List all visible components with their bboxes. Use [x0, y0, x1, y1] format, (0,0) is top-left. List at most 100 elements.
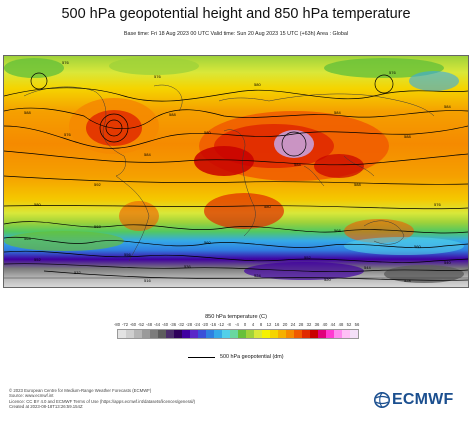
colorbar-tick-label: -28	[185, 322, 193, 327]
colorbar-swatch	[230, 330, 238, 338]
contour-value-labels: 576 576 580 576 584 588 588 584 576 580 …	[24, 60, 451, 283]
contour-label: 532	[74, 270, 81, 275]
colorbar-swatch	[262, 330, 270, 338]
chart-title: 500 hPa geopotential height and 850 hPa …	[61, 6, 411, 22]
contour-label: 576	[434, 202, 441, 207]
colorbar-swatch	[150, 330, 158, 338]
contour-label: 580	[34, 202, 41, 207]
contour-label: 520	[324, 277, 331, 282]
colorbar-tick-label: 40	[322, 322, 328, 327]
temperature-field	[4, 56, 468, 287]
colorbar-swatch	[126, 330, 134, 338]
colorbar-swatch	[222, 330, 230, 338]
colorbar-swatch	[206, 330, 214, 338]
colorbar-swatch	[142, 330, 150, 338]
contour-label: 576	[64, 132, 71, 137]
contour-label: 588	[404, 134, 411, 139]
contour-label: 584	[144, 152, 151, 157]
colorbar-swatch	[158, 330, 166, 338]
copyright-line: © 2023 European Centre for Medium-Range …	[9, 388, 152, 393]
colorbar-tick-label: 56	[354, 322, 360, 327]
colorbar-swatch	[254, 330, 262, 338]
colorbar-tick-label: 20	[282, 322, 288, 327]
contour-label: 556	[124, 252, 131, 257]
colorbar-swatch	[302, 330, 310, 338]
colorbar-swatch	[350, 330, 358, 338]
ecmwf-logo: ECMWF	[374, 391, 453, 409]
colorbar-tick-label: 0	[243, 322, 247, 327]
chart-subtitle: Base time: Fri 18 Aug 2023 00 UTC Valid …	[123, 31, 349, 37]
colorbar-swatch	[310, 330, 318, 338]
contour-label: 568	[334, 228, 341, 233]
contour-label: 580	[254, 82, 261, 87]
colorbar-swatch	[342, 330, 350, 338]
contour-label: 516	[144, 278, 151, 283]
contour-label: 588	[294, 162, 301, 167]
colorbar-swatch	[326, 330, 334, 338]
contour-label: 568	[94, 224, 101, 229]
colorbar-tick-label: -44	[153, 322, 161, 327]
temperature-scale-ticks: -80 -72 -60 -52 -48 -44 -40 -36 -32 -28 -24 -20 -16-…	[114, 322, 359, 328]
contour-label: 576	[154, 74, 161, 79]
colorbar-tick-label: 24	[290, 322, 296, 327]
colorbar-tick-label: -24	[193, 322, 201, 327]
colorbar-swatch	[318, 330, 326, 338]
colorbar-tick-label: 36	[314, 322, 320, 327]
colorbar-tick-label: -32	[177, 322, 185, 327]
colorbar-tick-label: -60	[129, 322, 137, 327]
contour-label: 592	[94, 182, 101, 187]
contour-label: 524	[254, 273, 261, 278]
colorbar-tick-label: 8	[259, 322, 263, 327]
geopotential-legend-label: 500 hPa geopotential (dm)	[220, 354, 284, 360]
colorbar-tick-label: -8	[227, 322, 231, 327]
colorbar-swatch	[118, 330, 126, 338]
colorbar-tick-label: -72	[121, 322, 129, 327]
colorbar-tick-label: -4	[235, 322, 239, 327]
temperature-legend-title: 850 hPa temperature (C)	[205, 314, 267, 320]
colorbar-tick-label: 12	[266, 322, 272, 327]
colorbar-swatch	[198, 330, 206, 338]
global-forecast-map: 576 576 580 576 584 588 588 584 576 580 …	[3, 55, 469, 288]
contour-line-sample	[188, 356, 215, 358]
contour-label: 564	[24, 236, 31, 241]
colorbar-tick-label: -20	[201, 322, 209, 327]
contour-label: 540	[444, 260, 451, 265]
colorbar-tick-label: -52	[137, 322, 145, 327]
colorbar-swatch	[270, 330, 278, 338]
colorbar-swatch	[278, 330, 286, 338]
contour-label: 588	[169, 112, 176, 117]
contour-label: 552	[304, 255, 311, 260]
contour-label: 584	[334, 110, 341, 115]
colorbar-tick-label: -48	[145, 322, 153, 327]
geopotential-legend: 500 hPa geopotential (dm)	[188, 353, 284, 361]
colorbar-tick-label: 16	[274, 322, 280, 327]
colorbar-swatch	[182, 330, 190, 338]
contour-label: 544	[364, 265, 371, 270]
contour-label: 588	[24, 110, 31, 115]
colorbar-tick-label: -80	[113, 322, 121, 327]
geopotential-contours	[4, 72, 468, 281]
contour-label: 580	[204, 130, 211, 135]
colorbar-swatch	[294, 330, 302, 338]
colorbar-swatch	[174, 330, 182, 338]
created-line: Created at 2023-08-18T13:26:59.154Z	[9, 404, 83, 410]
contour-label: 576	[62, 60, 69, 65]
contour-label: 536	[184, 264, 191, 269]
colorbar-tick-label: -12	[217, 322, 225, 327]
colorbar-swatch	[238, 330, 246, 338]
colorbar-tick-label: 52	[346, 322, 352, 327]
colorbar-tick-label: -40	[161, 322, 169, 327]
licence-line: Licence: CC BY 4.0 and ECMWF Terms of Us…	[9, 398, 196, 404]
colorbar-swatch	[246, 330, 254, 338]
contour-label: 584	[444, 104, 451, 109]
colorbar-swatch	[166, 330, 174, 338]
colorbar-swatch	[134, 330, 142, 338]
ecmwf-globe-icon	[374, 392, 390, 408]
colorbar-tick-label: 28	[298, 322, 304, 327]
colorbar-tick-label: 48	[338, 322, 344, 327]
colorbar-swatch	[190, 330, 198, 338]
contour-label: 560	[204, 240, 211, 245]
colorbar-tick-label: 4	[251, 322, 255, 327]
colorbar-tick-label: 32	[306, 322, 312, 327]
colorbar-swatch	[286, 330, 294, 338]
